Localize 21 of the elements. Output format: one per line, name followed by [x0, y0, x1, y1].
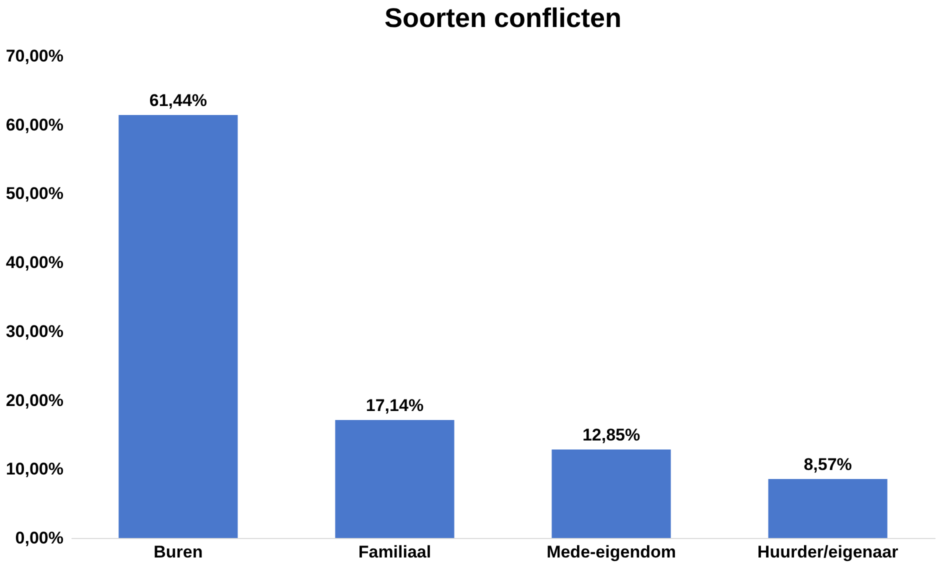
x-tick-label: Familiaal: [358, 542, 432, 562]
bar: [552, 450, 671, 538]
chart-title: Soorten conflicten: [384, 3, 622, 33]
y-tick-label: 20,00%: [6, 390, 64, 410]
y-tick-label: 60,00%: [6, 115, 64, 134]
data-label: 61,44%: [149, 90, 208, 110]
x-tick-label: Huurder/eigenaar: [757, 542, 899, 562]
data-label: 17,14%: [366, 396, 424, 415]
y-tick-label: 50,00%: [6, 184, 64, 204]
bar: [768, 478, 888, 538]
data-label: 12,85%: [582, 426, 640, 445]
y-tick-label: 70,00%: [6, 46, 64, 66]
x-tick-label: Mede-eigendom: [546, 542, 676, 562]
data-label: 8,57%: [804, 454, 852, 474]
y-tick-label: 0,00%: [15, 528, 64, 548]
y-tick-label: 10,00%: [6, 460, 64, 479]
bar: [335, 420, 454, 538]
x-tick-label: Buren: [154, 542, 203, 562]
y-tick-label: 40,00%: [6, 253, 64, 272]
y-tick-label: 30,00%: [6, 322, 64, 341]
bar: [118, 114, 238, 538]
